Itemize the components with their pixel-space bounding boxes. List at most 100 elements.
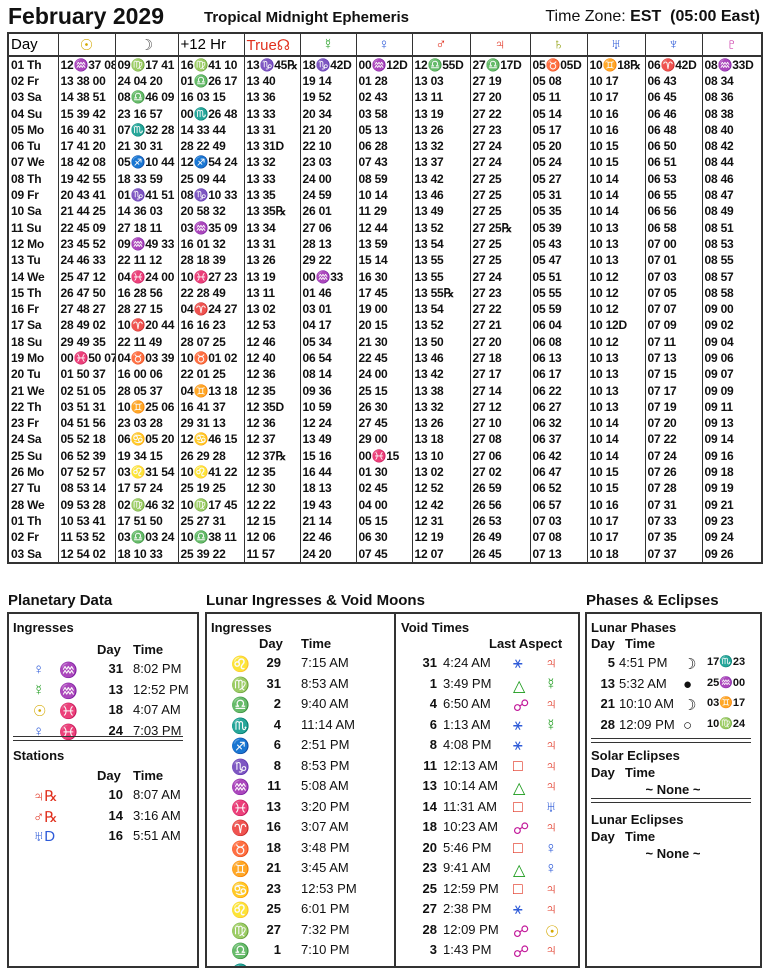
sign-glyph: ♊ [231, 861, 250, 878]
day: 18 [422, 819, 437, 834]
sign-glyph: ♏ [231, 717, 250, 735]
sign-glyph: ♒ [59, 682, 78, 700]
sign-glyph: ♍ [231, 922, 250, 940]
subsection-title: Ingresses [13, 620, 74, 635]
day-cell: 15 Th [7, 285, 59, 302]
table-row: 16 Fr 27 48 27 28 27 15 04♈24 27 13 02 03 01 1… [7, 301, 763, 318]
time: 6:01 PM [301, 901, 350, 916]
position-cell: 27 45 [355, 415, 413, 432]
position-cell: 13 19 [243, 268, 301, 286]
position-cell: 12 37 [243, 431, 301, 449]
table-row: 21 We 02 51 05 28 05 37 04♊13 18 12 35 09 36 2… [7, 382, 763, 400]
time: 11:31 AM [443, 798, 497, 814]
sign-glyph: ♎ [231, 697, 250, 714]
position-cell: 26 59 [469, 480, 531, 498]
position-cell: 05♐10 44 [114, 154, 179, 172]
planet-glyph: ♅D [33, 828, 56, 845]
position-cell: 29 00 [355, 431, 413, 449]
position-cell: 08 49 [701, 203, 763, 220]
subsection-title: Lunar Phases [591, 620, 677, 635]
time: 3:20 PM [301, 798, 350, 814]
table-row: 11 Su 22 45 09 27 18 11 03♒35 09 13 34 27 06 1… [7, 219, 763, 237]
aspect-glyph: ⚹ [513, 901, 523, 918]
position-cell: 03 58 [355, 105, 413, 123]
planet-glyph: ♃ [545, 778, 557, 795]
time: 2:51 PM [301, 737, 350, 752]
position-cell: 10♊25 06 [114, 399, 179, 416]
day: 28 [422, 921, 437, 937]
day-cell: 01 Th [7, 513, 59, 530]
position-cell: 13 02 [411, 464, 471, 481]
position-cell: 05 52 18 [57, 431, 116, 449]
position-cell: 10 13 [586, 219, 646, 237]
position-cell: 29 31 13 [177, 415, 245, 432]
planet-glyph: ♀ [33, 722, 45, 740]
day: 31 [266, 675, 281, 691]
position-cell: 08 53 [701, 236, 763, 253]
column-header: ♅ [586, 32, 646, 57]
time: 9:40 AM [301, 696, 349, 711]
sign-glyph: ♒ [231, 779, 250, 796]
position-cell: 09 26 [701, 545, 763, 564]
position-cell: 19 34 15 [114, 448, 179, 465]
position-cell: 26 45 [469, 545, 531, 564]
position-cell: 13 34 [243, 219, 301, 237]
position-cell: 13 32 [243, 154, 301, 172]
aspect-glyph: ⚹ [513, 737, 523, 754]
day-cell: 14 We [7, 268, 59, 286]
position-cell: 12 24 [299, 415, 357, 432]
position-cell: 01♑41 51 [114, 187, 179, 204]
day-cell: 26 Mo [7, 464, 59, 481]
position-cell: 06 08 [529, 334, 588, 351]
position-cell: 27 22 [469, 301, 531, 318]
position-cell: 04♉03 39 [114, 350, 179, 367]
sign-glyph: ♉ [231, 840, 250, 858]
day: 6 [429, 716, 437, 732]
position-cell: 11 57 [243, 545, 301, 564]
position-cell: 05 24 [529, 154, 588, 172]
position-cell: 09 00 [701, 301, 763, 318]
position-cell: 08 55 [701, 252, 763, 269]
position-cell: 13 31 [243, 122, 301, 139]
position-cell: 27 19 [469, 73, 531, 90]
position-cell: 10 17 [586, 73, 646, 90]
position-cell: 07 13 [529, 545, 588, 564]
time: 10:23 AM [443, 819, 498, 834]
time: 3:07 AM [301, 819, 349, 834]
day: 25 [422, 880, 437, 896]
divider [394, 614, 396, 966]
position-cell: 17 45 [355, 285, 413, 302]
aspect-glyph: ☍ [513, 923, 530, 941]
position-cell: 00♒33 [299, 268, 357, 286]
position-cell: 13 03 [411, 73, 471, 90]
column-header: Day [97, 642, 121, 657]
column-header: +12 Hr [177, 32, 245, 57]
position-cell: 29 22 [299, 252, 357, 269]
table-row: 09 Fr 20 43 41 01♑41 51 08♑10 33 13 35 24 59 1… [7, 187, 763, 204]
time: 12:59 PM [443, 880, 499, 896]
time: 1:13 AM [443, 716, 491, 732]
position-cell: 13 37 [411, 154, 471, 172]
planet-glyph: ♃ [545, 942, 557, 959]
time: 12:52 PM [133, 681, 189, 697]
position-cell: 10 18 [586, 545, 646, 564]
position-cell: 27 10 [469, 415, 531, 432]
position-cell: 06 46 [644, 105, 703, 123]
position-cell: 16 00 06 [114, 366, 179, 383]
position-cell: 27 17 [469, 366, 531, 383]
day: 3 [221, 963, 281, 967]
position-cell: 09 36 [299, 382, 357, 400]
table-row: 02 Fr 13 38 00 24 04 20 01♎26 17 13 40 19 14 0… [7, 73, 763, 90]
position-cell: 02 43 [355, 89, 413, 106]
time: 8:02 PM [133, 661, 182, 676]
position-cell: 10 12 [586, 268, 646, 286]
planet-glyph: ♅ [545, 798, 557, 816]
aspect-glyph: ☍ [513, 821, 530, 838]
position-cell: 09 19 [701, 480, 763, 498]
position-cell: 06 17 [529, 366, 588, 383]
day: 3 [429, 942, 437, 957]
time: 3:16 AM [133, 807, 181, 823]
column-header: Day [591, 765, 615, 780]
position-cell: 21 30 [355, 334, 413, 351]
position-cell: 13 11 [411, 89, 471, 106]
